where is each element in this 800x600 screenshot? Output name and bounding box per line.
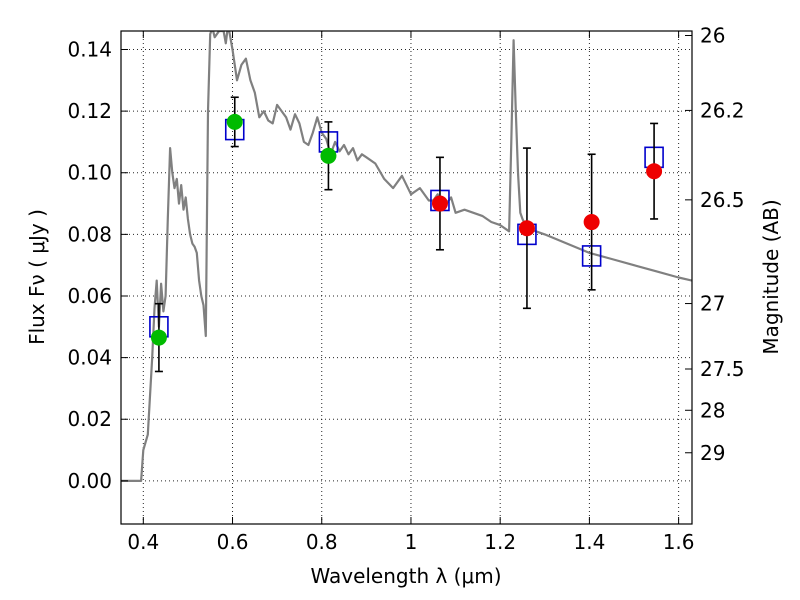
observed-flux-point xyxy=(583,214,600,231)
observed-flux-point xyxy=(646,163,663,180)
y2-tick-label: 27.5 xyxy=(700,357,745,381)
y2-tick-label: 26.5 xyxy=(700,188,745,212)
observed-flux-point xyxy=(320,147,337,164)
y2-tick-label: 27 xyxy=(700,292,725,316)
observed-flux-point xyxy=(226,113,243,130)
y-axis-label: Flux Fν ( μJy ) xyxy=(25,209,49,345)
y2-axis-label: Magnitude (AB) xyxy=(759,199,783,354)
y2-tick-label: 28 xyxy=(700,398,725,422)
x-tick-label: 1.4 xyxy=(573,530,605,554)
y-tick-label: 0.04 xyxy=(67,346,112,370)
x-tick-label: 1 xyxy=(405,530,418,554)
y-tick-label: 0.06 xyxy=(67,284,112,308)
y-axis-left: 0.00 0.02 0.04 0.06 0.08 0.10 0.12 0.14 xyxy=(67,37,128,493)
marker-layer xyxy=(149,96,664,373)
y-axis-right: 26 26.2 26.5 27 27.5 28 29 xyxy=(685,23,745,465)
y-tick-label: 0.08 xyxy=(67,222,112,246)
plot-area xyxy=(121,31,692,482)
y-tick-label: 0.14 xyxy=(67,37,112,61)
x-axis-label: Wavelength λ (μm) xyxy=(310,564,501,588)
x-tick-label: 0.6 xyxy=(217,530,249,554)
sed-curve-layer xyxy=(121,31,692,482)
y-tick-label: 0.10 xyxy=(67,161,112,185)
observed-flux-point xyxy=(150,329,167,346)
x-tick-label: 1.2 xyxy=(484,530,516,554)
y-tick-label: 0.00 xyxy=(67,469,112,493)
y-tick-label: 0.12 xyxy=(67,99,112,123)
y2-tick-label: 29 xyxy=(700,441,725,465)
x-tick-label: 0.4 xyxy=(127,530,159,554)
y2-tick-label: 26 xyxy=(700,23,725,47)
x-axis: 0.4 0.6 0.8 1 1.2 1.4 1.6 xyxy=(127,31,695,554)
observed-flux-point xyxy=(431,195,448,212)
plot-frame xyxy=(120,30,693,525)
y-tick-label: 0.02 xyxy=(67,407,112,431)
x-tick-label: 1.6 xyxy=(663,530,695,554)
x-tick-label: 0.8 xyxy=(306,530,338,554)
sed-curve xyxy=(121,31,692,482)
y2-tick-label: 26.2 xyxy=(700,98,745,122)
observed-flux-point xyxy=(518,220,535,237)
